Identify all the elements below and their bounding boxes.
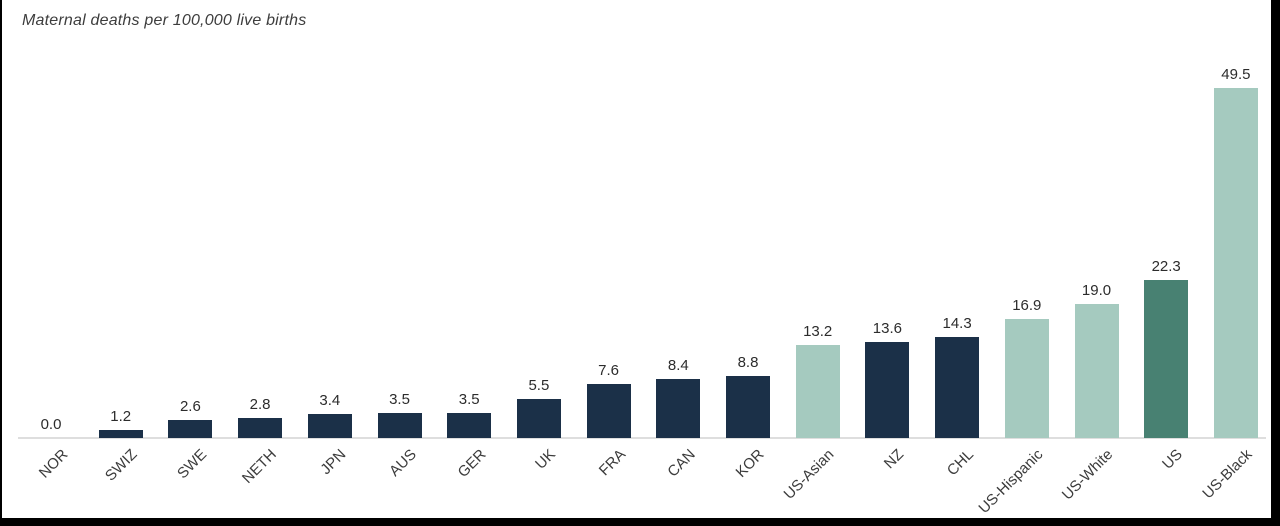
bar-value-label-kor: 8.8	[737, 354, 759, 371]
bar-value-label-chl: 14.3	[942, 315, 972, 332]
bar-aus	[377, 413, 422, 438]
bar-us-black	[1213, 88, 1258, 438]
bar-value-label-swe: 2.6	[179, 398, 201, 415]
bar-category-label-jpn: JPN	[317, 446, 350, 479]
frame-border-bottom	[0, 518, 1280, 526]
bar-category-label-us: US	[1159, 446, 1187, 473]
bar-value-label-us-asian: 13.2	[803, 323, 833, 340]
bar-category-label-ger: GER	[454, 446, 490, 482]
bar-category-label-fra: FRA	[595, 446, 629, 480]
bar-us-hispanic	[1004, 319, 1049, 438]
frame-border-left	[0, 0, 2, 526]
bar-value-label-swiz: 1.2	[110, 408, 132, 425]
bar-chl	[935, 337, 980, 438]
bar-value-label-ger: 3.5	[458, 391, 480, 408]
bar-swe	[168, 420, 213, 438]
bar-jpn	[307, 414, 352, 438]
bar-value-label-us: 22.3	[1151, 258, 1181, 275]
bar-category-label-us-white: US-White	[1059, 446, 1117, 504]
x-axis-line	[18, 437, 1266, 439]
bar-value-label-nz: 13.6	[872, 320, 902, 337]
bar-category-label-us-black: US-Black	[1199, 446, 1256, 503]
bar-category-label-chl: CHL	[943, 446, 978, 480]
bar-value-label-us-white: 19.0	[1081, 282, 1112, 299]
bar-value-label-can: 8.4	[667, 357, 689, 374]
bar-category-label-uk: UK	[532, 446, 559, 473]
bar-category-label-swe: SWE	[174, 446, 211, 483]
bar-can	[656, 379, 701, 438]
bar-category-label-swiz: SWIZ	[102, 446, 141, 485]
bar-swiz	[98, 430, 143, 438]
bar-category-label-us-hispanic: US-Hispanic	[975, 446, 1047, 517]
bar-value-label-neth: 2.8	[249, 396, 271, 413]
bar-nz	[865, 342, 910, 438]
bar-fra	[586, 384, 631, 438]
bar-value-label-us-hispanic: 16.9	[1012, 297, 1042, 314]
bar-value-label-uk: 5.5	[528, 377, 550, 394]
bar-category-label-nor: NOR	[35, 446, 72, 482]
bar-value-label-aus: 3.5	[389, 391, 410, 408]
bar-category-label-nz: NZ	[881, 446, 908, 473]
bar-category-label-aus: AUS	[385, 446, 420, 480]
bar-ger	[447, 413, 492, 438]
bar-us	[1144, 280, 1189, 438]
bar-us-white	[1074, 304, 1119, 438]
bar-category-label-can: CAN	[663, 446, 699, 481]
frame-border-right	[1271, 0, 1280, 526]
bar-value-label-us-black: 49.5	[1221, 66, 1251, 83]
bar-value-label-nor: 0.0	[40, 416, 62, 433]
bar-uk	[516, 399, 561, 438]
chart-title: Maternal deaths per 100,000 live births	[22, 12, 307, 29]
bar-value-label-fra: 7.6	[598, 362, 620, 379]
bar-category-label-us-asian: US-Asian	[780, 446, 838, 503]
bar-category-label-kor: KOR	[733, 446, 769, 482]
bar-value-label-jpn: 3.4	[319, 392, 341, 409]
bar-us-asian	[795, 345, 840, 438]
bar-kor	[726, 376, 770, 438]
bar-neth	[238, 418, 283, 438]
bar-category-label-neth: NETH	[239, 446, 281, 487]
